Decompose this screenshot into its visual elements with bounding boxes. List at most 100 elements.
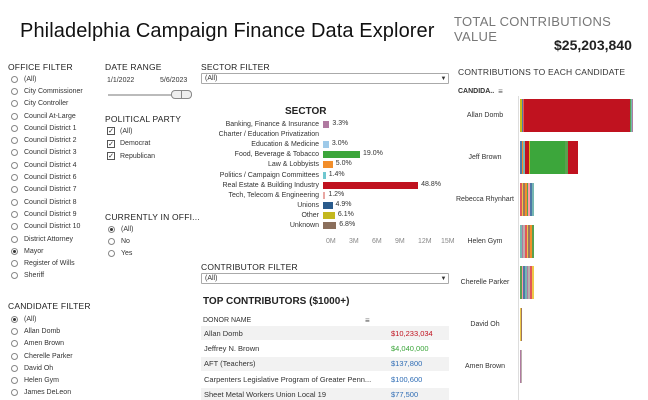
radio-button[interactable]: [11, 124, 18, 132]
radio-button[interactable]: [11, 100, 18, 108]
office-filter-option-council-district-10[interactable]: Council District 10: [11, 221, 101, 233]
sector-row[interactable]: Education & Medicine 3.0%: [201, 139, 451, 149]
candidate-bar[interactable]: [520, 225, 534, 258]
radio-button[interactable]: [11, 389, 18, 397]
sector-bar[interactable]: [323, 140, 329, 148]
radio-button[interactable]: [11, 235, 18, 243]
sector-row[interactable]: Law & Lobbyists 5.0%: [201, 160, 451, 170]
sort-icon[interactable]: ≡: [498, 87, 503, 96]
radio-button[interactable]: [108, 250, 115, 258]
sector-row[interactable]: Unknown 6.8%: [201, 221, 451, 231]
table-row[interactable]: Jeffrey N. Brown $4,040,000: [201, 341, 449, 357]
office-filter-option-council-district-2[interactable]: Council District 2: [11, 134, 101, 146]
sector-row[interactable]: Food, Beverage & Tobacco 19.0%: [201, 150, 451, 160]
candidate-filter-option-amen-brown[interactable]: Amen Brown: [11, 338, 101, 350]
candidate-bar-segment[interactable]: [529, 141, 530, 174]
candidate-row[interactable]: David Oh: [452, 306, 642, 342]
office-filter-option-council-district-8[interactable]: Council District 8: [11, 196, 101, 208]
radio-button[interactable]: [11, 149, 18, 157]
candidate-bar-segment[interactable]: [523, 225, 526, 258]
candidate-bar[interactable]: [520, 308, 522, 341]
candidate-bar-segment[interactable]: [564, 141, 568, 174]
sector-bar[interactable]: [323, 161, 333, 169]
candidate-bar-segment[interactable]: [522, 141, 523, 174]
candidate-filter-option-david-oh[interactable]: David Oh: [11, 362, 101, 374]
radio-button[interactable]: [11, 112, 18, 120]
office-filter-option-council-district-3[interactable]: Council District 3: [11, 147, 101, 159]
candidate-filter-option-allan-domb[interactable]: Allan Domb: [11, 325, 101, 337]
currently-in-office-option-all[interactable]: (All): [108, 223, 198, 235]
candidate-bar-segment[interactable]: [528, 266, 531, 299]
office-filter-option-city-commissioner[interactable]: City Commissioner: [11, 85, 101, 97]
radio-button[interactable]: [11, 223, 18, 231]
candidate-bar-segment[interactable]: [521, 183, 524, 216]
radio-button[interactable]: [11, 364, 18, 372]
office-filter-option-council-district-4[interactable]: Council District 4: [11, 159, 101, 171]
candidate-bar-segment[interactable]: [530, 141, 565, 174]
candidate-column-label[interactable]: CANDIDA..: [458, 88, 495, 95]
candidate-bar-segment[interactable]: [531, 183, 534, 216]
candidate-bar-segment[interactable]: [520, 350, 521, 383]
candidate-bar-segment[interactable]: [521, 225, 524, 258]
radio-button[interactable]: [11, 327, 18, 335]
sector-row[interactable]: Tech, Telecom & Engineering 1.2%: [201, 190, 451, 200]
table-row[interactable]: Allan Domb $10,233,034: [201, 326, 449, 342]
sort-icon[interactable]: ≡: [365, 315, 370, 325]
office-filter-option-city-controller[interactable]: City Controller: [11, 98, 101, 110]
candidate-bar[interactable]: [520, 141, 578, 174]
radio-button[interactable]: [11, 247, 18, 255]
office-filter-option-all[interactable]: (All): [11, 73, 101, 85]
radio-button[interactable]: [11, 272, 18, 280]
checkbox[interactable]: ✓: [107, 127, 115, 136]
sector-filter-select[interactable]: (All) ▼: [201, 73, 449, 84]
candidate-bar-segment[interactable]: [530, 225, 532, 258]
candidate-filter-option-all[interactable]: (All): [11, 313, 101, 325]
candidate-bar-segment[interactable]: [630, 99, 631, 132]
candidate-bar-segment[interactable]: [526, 225, 529, 258]
office-filter-option-mayor[interactable]: Mayor: [11, 245, 101, 257]
table-row[interactable]: AFT (Teachers) $137,800: [201, 356, 449, 373]
candidate-filter-option-james-deleon[interactable]: James DeLeon: [11, 387, 101, 399]
candidate-bar-segment[interactable]: [520, 350, 522, 383]
radio-button[interactable]: [11, 137, 18, 145]
date-range-slider-handle[interactable]: [171, 90, 192, 99]
candidate-bar[interactable]: [520, 350, 522, 383]
candidate-bar-segment[interactable]: [520, 141, 522, 174]
candidate-bar-segment[interactable]: [531, 225, 534, 258]
candidate-bar-segment[interactable]: [530, 266, 532, 299]
candidate-bar-segment[interactable]: [567, 141, 578, 174]
sector-bar[interactable]: [323, 222, 337, 230]
candidate-bar-segment[interactable]: [520, 183, 522, 216]
candidate-bar-segment[interactable]: [523, 141, 525, 174]
sector-row[interactable]: Politics / Campaign Committees 1.4%: [201, 170, 451, 180]
sector-bar[interactable]: [323, 151, 361, 159]
candidate-bar-segment[interactable]: [520, 266, 522, 299]
currently-in-office-option-no[interactable]: No: [108, 235, 198, 247]
contributor-filter-select[interactable]: (All) ▼: [201, 273, 449, 284]
candidate-bar-segment[interactable]: [526, 266, 529, 299]
candidate-bar-segment[interactable]: [528, 183, 531, 216]
radio-button[interactable]: [108, 225, 115, 233]
table-row[interactable]: Sheet Metal Workers Union Local 19 $77,50…: [201, 387, 449, 400]
office-filter-option-district-attorney[interactable]: District Attorney: [11, 233, 101, 245]
radio-button[interactable]: [11, 198, 18, 206]
date-range-start[interactable]: 1/1/2022: [107, 77, 135, 84]
office-filter-option-council-district-7[interactable]: Council District 7: [11, 184, 101, 196]
candidate-filter-option-cherelle-parker[interactable]: Cherelle Parker: [11, 350, 101, 362]
candidate-bar-segment[interactable]: [524, 99, 630, 132]
radio-button[interactable]: [11, 315, 18, 323]
radio-button[interactable]: [11, 377, 18, 385]
candidate-bar-segment[interactable]: [523, 266, 526, 299]
candidate-filter-option-helen-gym[interactable]: Helen Gym: [11, 374, 101, 386]
candidate-bar-segment[interactable]: [631, 99, 632, 132]
candidate-bar-segment[interactable]: [531, 266, 534, 299]
radio-button[interactable]: [11, 87, 18, 95]
candidate-row[interactable]: Amen Brown: [452, 348, 642, 384]
candidate-bar-segment[interactable]: [520, 225, 522, 258]
radio-button[interactable]: [11, 340, 18, 348]
sector-row[interactable]: Banking, Finance & Insurance 3.3%: [201, 119, 451, 129]
candidate-bar-segment[interactable]: [520, 99, 522, 132]
candidate-row[interactable]: Jeff Brown: [452, 139, 642, 175]
sector-bar[interactable]: [323, 212, 335, 220]
donor-name-header[interactable]: DONOR NAME: [203, 316, 252, 324]
